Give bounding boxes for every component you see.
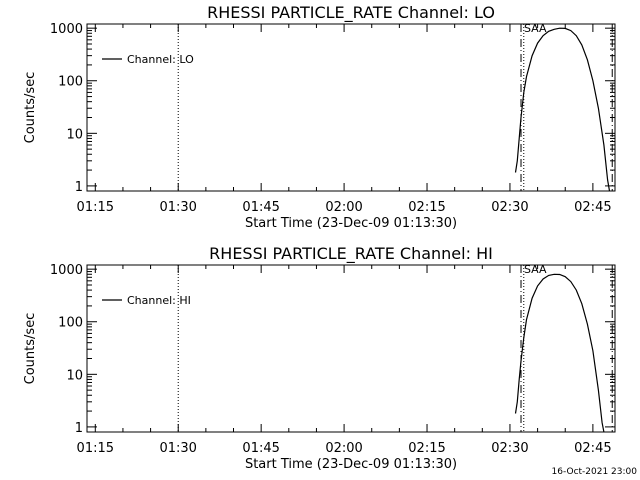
panel-2-y-tick-label: 10	[66, 368, 83, 383]
panel-2-y-tick-label: 1000	[50, 263, 83, 278]
panel-1-chart-title: RHESSI PARTICLE_RATE Channel: LO	[207, 3, 495, 23]
panel-2-marker-label: SAA	[524, 263, 547, 276]
panel-2-x-tick-label: 01:15	[77, 441, 114, 456]
panel-1-x-tick-label: 02:00	[325, 200, 362, 215]
panel-2-legend-label: Channel: HI	[127, 294, 191, 307]
panel-1-y-tick-label: 100	[58, 75, 83, 90]
footer-timestamp: 16-Oct-2021 23:00	[552, 467, 638, 477]
panel-1-x-tick-label: 01:45	[242, 200, 279, 215]
panel-1-y-tick-label: 1	[75, 180, 83, 195]
panel-1-y-tick-label: 10	[66, 127, 83, 142]
panel-1-marker-label: SAA	[524, 22, 547, 35]
panel-2-series-line	[514, 273, 605, 433]
panel-2-y-axis-label: Counts/sec	[23, 313, 38, 385]
panel-1-x-tick-label: 02:15	[408, 200, 445, 215]
panel-2-x-tick-label: 01:45	[242, 441, 279, 456]
panel-1-x-tick-label: 01:30	[159, 200, 196, 215]
panel-1-legend-label: Channel: LO	[127, 53, 194, 66]
panel-2-x-tick-label: 02:45	[574, 441, 611, 456]
panel-1-series-line	[514, 27, 611, 192]
panel-2-plot-frame	[86, 264, 616, 433]
panel-2-y-tick-label: 100	[58, 316, 83, 331]
panel-1-plot-frame	[86, 23, 616, 192]
panel-1-y-tick-label: 1000	[50, 22, 83, 37]
panel-2-x-tick-label: 02:30	[491, 441, 528, 456]
panel-2-y-tick-label: 1	[75, 421, 83, 436]
panel-1-x-axis-label: Start Time (23-Dec-09 01:13:30)	[245, 216, 457, 231]
panel-2-x-axis-label: Start Time (23-Dec-09 01:13:30)	[245, 457, 457, 472]
panel-1-x-tick-label: 02:45	[574, 200, 611, 215]
panel-2-x-tick-label: 02:00	[325, 441, 362, 456]
panel-1-y-axis-label: Counts/sec	[23, 72, 38, 144]
panel-1-x-tick-label: 01:15	[77, 200, 114, 215]
panel-2-chart-title: RHESSI PARTICLE_RATE Channel: HI	[209, 244, 493, 264]
panel-1-x-tick-label: 02:30	[491, 200, 528, 215]
panel-2-x-tick-label: 02:15	[408, 441, 445, 456]
panel-2-x-tick-label: 01:30	[159, 441, 196, 456]
